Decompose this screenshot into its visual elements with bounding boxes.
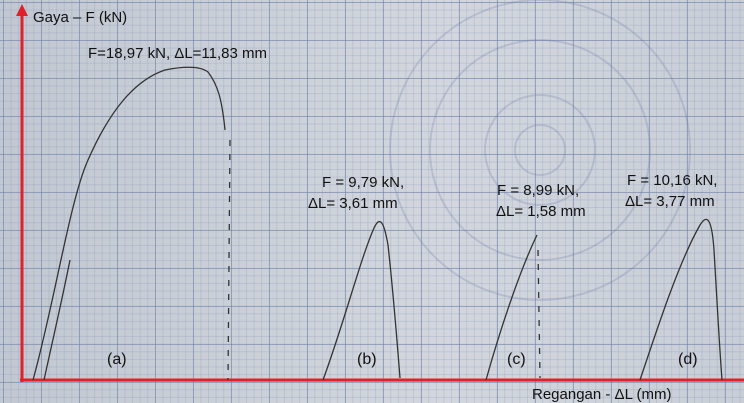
curve-a-loading: [43, 259, 71, 381]
annotation: F = 8,99 kN,: [497, 182, 579, 199]
annotation: ΔL= 1,58 mm: [496, 203, 586, 220]
annotation: ΔL= 3,61 mm: [308, 195, 398, 212]
annotation: F = 10,16 kN,: [627, 172, 717, 189]
curve-c-break: [537, 249, 541, 379]
annotation: F = 9,79 kN,: [322, 174, 404, 191]
y-axis-arrow: [16, 4, 28, 16]
curve-d: [639, 218, 723, 381]
specimen-label: (c): [507, 351, 526, 368]
curve-c: [485, 234, 538, 381]
curve-a: [32, 66, 226, 381]
specimen-label: (b): [357, 351, 377, 368]
curve-a-break: [227, 139, 231, 381]
annotation: F=18,97 kN, ΔL=11,83 mm: [88, 45, 267, 62]
curve-b: [322, 220, 401, 381]
x-axis-label: Regangan - ΔL (mm): [532, 386, 672, 403]
annotation: ΔL= 3,77 mm: [625, 193, 715, 210]
specimen-label: (d): [678, 351, 698, 368]
specimen-label: (a): [107, 351, 127, 368]
watermark: [389, 0, 691, 301]
y-axis-label: Gaya – F (kN): [33, 9, 127, 26]
curves: [32, 66, 723, 381]
